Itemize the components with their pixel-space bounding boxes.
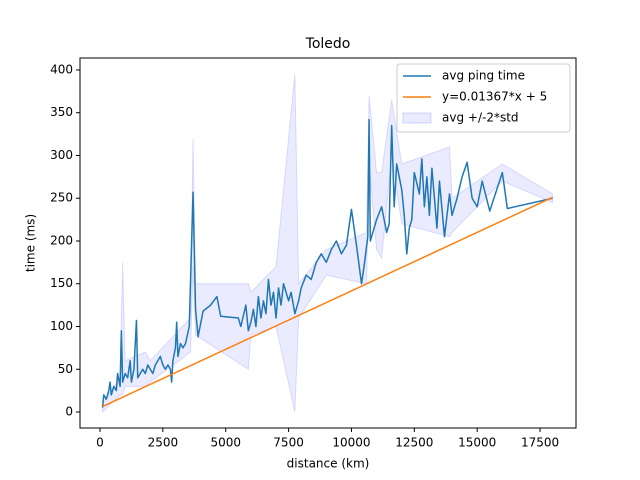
- y-tick-label: 300: [50, 148, 73, 162]
- y-tick-label: 0: [65, 405, 73, 419]
- series-line: [102, 196, 553, 408]
- x-tick-label: 15000: [458, 436, 496, 450]
- chart-title: Toledo: [305, 36, 351, 52]
- x-tick-label: 5000: [210, 436, 241, 450]
- x-tick-label: 0: [96, 436, 104, 450]
- plot-area: [101, 74, 554, 414]
- x-tick-label: 10000: [332, 436, 370, 450]
- y-tick-label: 100: [50, 319, 73, 333]
- x-tick-label: 7500: [273, 436, 304, 450]
- x-axis-label: distance (km): [287, 457, 370, 471]
- legend-label: y=0.01367*x + 5: [442, 90, 547, 104]
- legend-label: avg +/-2*std: [442, 111, 519, 125]
- legend-label: avg ping time: [442, 69, 525, 83]
- y-axis-label: time (ms): [24, 214, 38, 272]
- series-line: [101, 118, 553, 408]
- std-band: [102, 74, 554, 414]
- legend: avg ping time y=0.01367*x + 5 avg +/-2*std: [396, 63, 571, 133]
- legend-swatch: [402, 112, 432, 124]
- y-tick-label: 350: [50, 105, 73, 119]
- x-tick-label: 17500: [521, 436, 559, 450]
- y-tick-label: 200: [50, 233, 73, 247]
- y-tick-label: 150: [50, 276, 73, 290]
- y-tick-label: 400: [50, 62, 73, 76]
- y-tick-label: 50: [58, 362, 73, 376]
- x-tick-label: 12500: [395, 436, 433, 450]
- axes-frame: [79, 57, 577, 429]
- legend-box: [396, 63, 571, 133]
- x-tick-label: 2500: [148, 436, 179, 450]
- y-tick-label: 250: [50, 191, 73, 205]
